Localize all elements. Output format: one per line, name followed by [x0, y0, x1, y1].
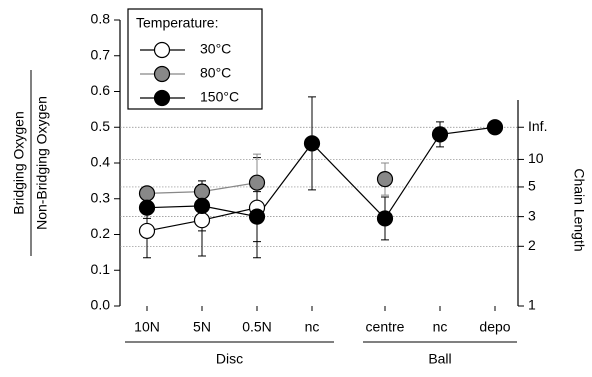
- x-tick-label: 10N: [134, 319, 160, 335]
- legend-label: 150°C: [200, 89, 239, 105]
- x-tick-label: nc: [305, 319, 320, 335]
- legend-title: Temperature:: [136, 15, 218, 31]
- marker: [431, 126, 449, 143]
- marker: [193, 197, 211, 214]
- y2-tick-label: 5: [528, 178, 536, 194]
- y-tick-label: 0.6: [91, 82, 111, 98]
- y2-tick-label: Inf.: [528, 118, 547, 134]
- group-label: Ball: [428, 351, 451, 367]
- y-tick-label: 0.7: [91, 46, 111, 62]
- marker: [138, 199, 156, 216]
- legend-marker: [153, 89, 171, 107]
- marker: [138, 185, 156, 202]
- legend-label: 30°C: [200, 41, 231, 57]
- legend-label: 80°C: [200, 65, 231, 81]
- marker: [193, 183, 211, 200]
- marker: [376, 210, 394, 227]
- y-tick-label: 0.5: [91, 118, 111, 134]
- y-tick-label: 0.1: [91, 261, 111, 277]
- y-tick-label: 0.8: [91, 11, 111, 27]
- y2-tick-label: 3: [528, 207, 536, 223]
- y-label-top: Bridging Oxygen: [11, 111, 27, 215]
- x-tick-label: 5N: [193, 319, 211, 335]
- marker: [248, 208, 266, 225]
- y2-tick-label: 10: [528, 150, 544, 166]
- marker: [248, 174, 266, 191]
- y2-label: Chain Length: [571, 168, 587, 251]
- x-tick-label: centre: [366, 319, 405, 335]
- x-tick-label: 0.5N: [242, 319, 272, 335]
- y-tick-label: 0.2: [91, 225, 111, 241]
- legend-box: [127, 8, 263, 110]
- marker: [193, 212, 211, 229]
- y-tick-label: 0.4: [91, 154, 111, 170]
- legend-marker: [153, 65, 171, 83]
- legend-marker: [153, 41, 171, 59]
- group-label: Disc: [216, 351, 243, 367]
- y-label-bottom: Non-Bridging Oxygen: [34, 96, 50, 230]
- marker: [303, 135, 321, 152]
- x-tick-label: nc: [433, 319, 448, 335]
- marker: [486, 119, 504, 136]
- y-tick-label: 0.0: [91, 297, 111, 313]
- x-tick-label: depo: [479, 319, 510, 335]
- y2-tick-label: 1: [528, 297, 536, 313]
- y2-tick-label: 2: [528, 237, 536, 253]
- y-tick-label: 0.3: [91, 189, 111, 205]
- marker: [376, 170, 394, 188]
- marker: [138, 222, 156, 240]
